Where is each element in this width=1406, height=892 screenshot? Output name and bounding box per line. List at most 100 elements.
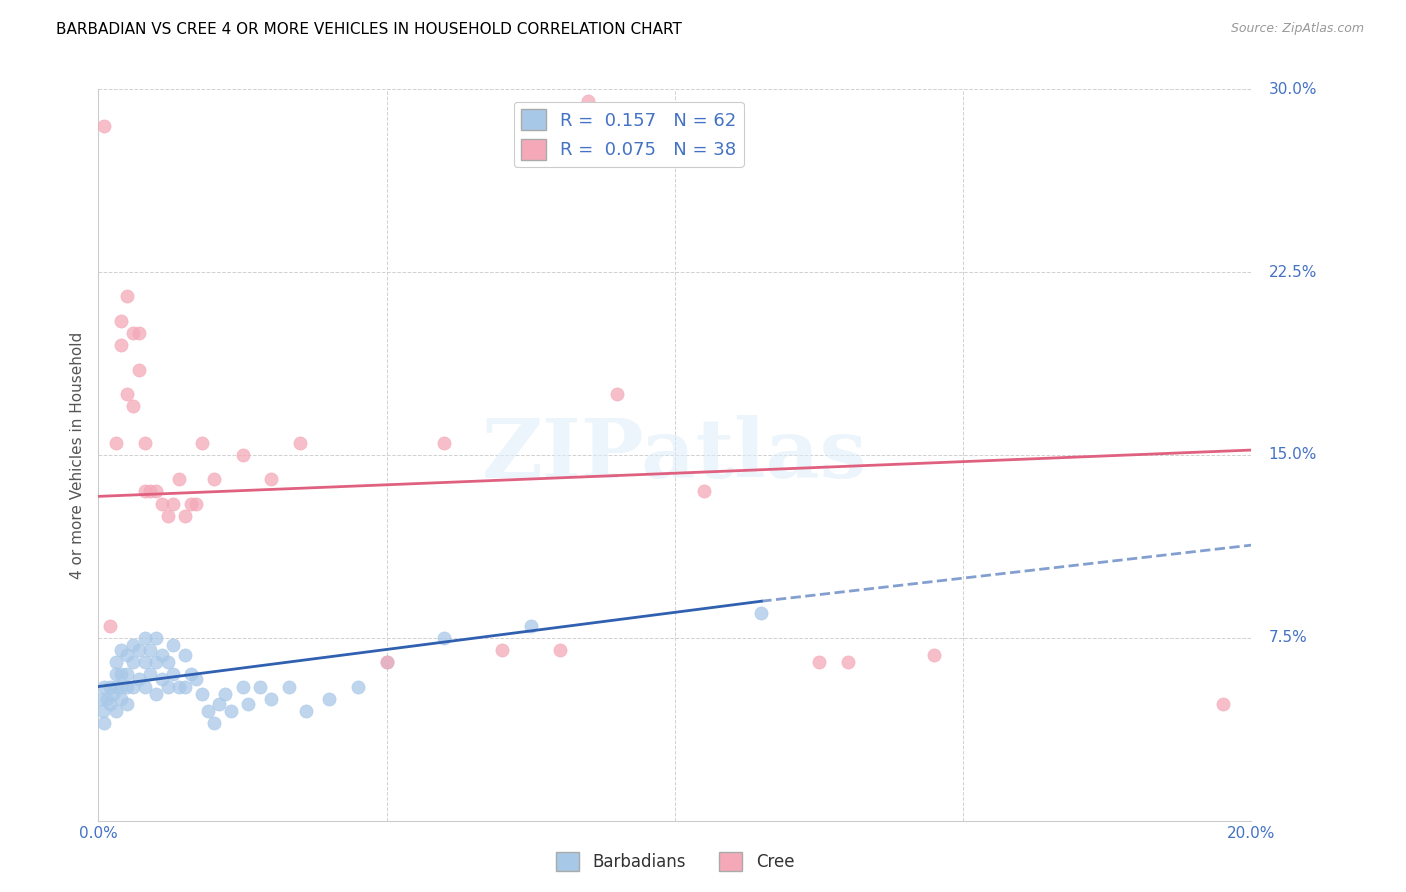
Point: [295, 704, 318, 718]
Point: [837, 655, 859, 669]
Point: [104, 704, 127, 718]
Point: [110, 680, 132, 694]
Point: [162, 497, 184, 511]
Point: [150, 648, 173, 662]
Point: [117, 387, 138, 401]
Point: [150, 497, 173, 511]
Point: [174, 680, 197, 694]
Point: [117, 680, 138, 694]
Point: [139, 643, 162, 657]
Point: [104, 435, 127, 450]
Point: [98, 697, 121, 711]
Point: [128, 362, 150, 376]
Point: [134, 655, 156, 669]
Point: [346, 680, 368, 694]
Point: [606, 387, 628, 401]
Point: [122, 680, 145, 694]
Point: [122, 326, 145, 340]
Text: 22.5%: 22.5%: [1268, 265, 1317, 279]
Point: [197, 704, 219, 718]
Point: [186, 672, 208, 686]
Point: [375, 655, 398, 669]
Point: [174, 508, 197, 523]
Point: [491, 643, 513, 657]
Point: [214, 687, 236, 701]
Point: [433, 435, 456, 450]
Point: [93, 119, 115, 133]
Point: [98, 618, 121, 632]
Point: [117, 648, 138, 662]
Point: [191, 687, 214, 701]
Point: [191, 435, 214, 450]
Point: [104, 680, 127, 694]
Point: [922, 648, 945, 662]
Point: [180, 497, 202, 511]
Point: [101, 687, 124, 701]
Point: [145, 655, 167, 669]
Point: [91, 704, 114, 718]
Point: [167, 680, 190, 694]
Point: [186, 497, 208, 511]
Point: [260, 472, 283, 486]
Point: [145, 484, 167, 499]
Text: Source: ZipAtlas.com: Source: ZipAtlas.com: [1230, 22, 1364, 36]
Point: [134, 484, 156, 499]
Point: [110, 338, 132, 352]
Point: [139, 667, 162, 681]
Y-axis label: 4 or more Vehicles in Household: 4 or more Vehicles in Household: [69, 331, 84, 579]
Point: [520, 618, 543, 632]
Point: [122, 655, 145, 669]
Text: 7.5%: 7.5%: [1268, 631, 1308, 645]
Point: [104, 667, 127, 681]
Point: [122, 399, 145, 413]
Point: [117, 697, 138, 711]
Point: [110, 667, 132, 681]
Point: [807, 655, 830, 669]
Point: [93, 716, 115, 731]
Point: [751, 607, 773, 621]
Point: [548, 643, 571, 657]
Point: [1212, 697, 1234, 711]
Point: [693, 484, 716, 499]
Point: [208, 697, 231, 711]
Point: [110, 691, 132, 706]
Point: [150, 672, 173, 686]
Point: [98, 680, 121, 694]
Point: [219, 704, 242, 718]
Text: ZIPatlas: ZIPatlas: [482, 415, 868, 495]
Point: [145, 631, 167, 645]
Point: [134, 435, 156, 450]
Point: [290, 435, 312, 450]
Point: [174, 648, 197, 662]
Legend: Barbadians, Cree: Barbadians, Cree: [548, 846, 801, 878]
Text: 30.0%: 30.0%: [1268, 82, 1317, 96]
Point: [110, 314, 132, 328]
Point: [202, 716, 225, 731]
Point: [231, 448, 254, 462]
Point: [260, 691, 283, 706]
Point: [318, 691, 340, 706]
Point: [134, 631, 156, 645]
Point: [93, 680, 115, 694]
Point: [156, 655, 179, 669]
Point: [145, 687, 167, 701]
Text: BARBADIAN VS CREE 4 OR MORE VEHICLES IN HOUSEHOLD CORRELATION CHART: BARBADIAN VS CREE 4 OR MORE VEHICLES IN …: [56, 22, 682, 37]
Point: [162, 667, 184, 681]
Point: [375, 655, 398, 669]
Point: [128, 672, 150, 686]
Point: [117, 289, 138, 303]
Point: [156, 680, 179, 694]
Point: [128, 326, 150, 340]
Point: [128, 643, 150, 657]
Point: [578, 95, 600, 109]
Point: [104, 655, 127, 669]
Point: [202, 472, 225, 486]
Point: [238, 697, 260, 711]
Point: [156, 508, 179, 523]
Point: [180, 667, 202, 681]
Text: 15.0%: 15.0%: [1268, 448, 1317, 462]
Point: [134, 680, 156, 694]
Point: [122, 638, 145, 652]
Point: [433, 631, 456, 645]
Point: [110, 643, 132, 657]
